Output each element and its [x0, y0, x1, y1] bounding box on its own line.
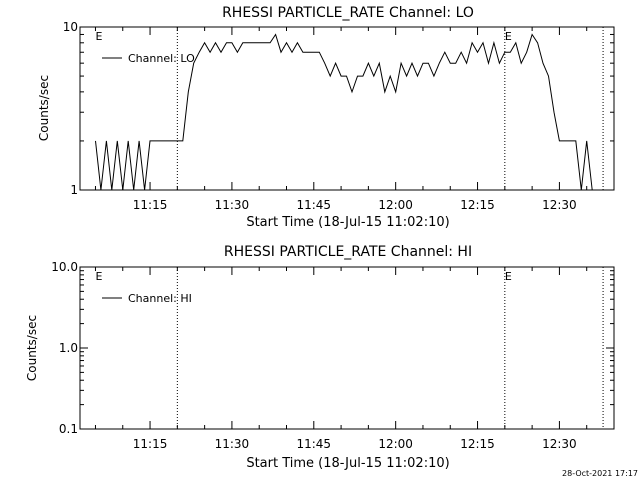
y-tick-label: 10.0 — [51, 260, 78, 274]
panel-hi-title: RHESSI PARTICLE_RATE Channel: HI — [224, 244, 472, 260]
x-tick-label: 12:15 — [460, 437, 495, 451]
y-tick-label: 1 — [70, 183, 78, 197]
panel-lo-reference-lines — [176, 27, 604, 190]
y-tick-label: 10 — [63, 20, 78, 34]
panel-hi: RHESSI PARTICLE_RATE Channel: HI 10.0 1.0… — [25, 244, 615, 471]
panel-hi-reference-lines — [176, 267, 604, 429]
x-tick-label: 11:30 — [215, 198, 250, 212]
x-tick-label: 12:00 — [378, 198, 413, 212]
x-tick-label: 12:30 — [542, 198, 577, 212]
panel-lo-series — [95, 33, 593, 191]
x-tick-label: 12:15 — [460, 198, 495, 212]
event-marker: E — [505, 270, 512, 283]
event-marker: E — [505, 30, 512, 43]
panel-hi-y-axis: 10.0 1.0 0.1 — [51, 260, 614, 436]
panel-hi-x-label: Start Time (18-Jul-15 11:02:10) — [246, 456, 449, 471]
x-tick-label: 11:30 — [215, 437, 250, 451]
panel-lo-x-label: Start Time (18-Jul-15 11:02:10) — [246, 215, 449, 230]
panel-hi-x-axis: 11:15 11:30 11:45 12:00 12:15 12:30 — [94, 267, 588, 451]
panel-lo-legend-label: Channel: LO — [128, 52, 195, 65]
panel-lo-y-axis: 10 1 — [63, 20, 614, 197]
x-tick-label: 12:00 — [378, 437, 413, 451]
panel-lo: RHESSI PARTICLE_RATE Channel: LO 10 1 11:… — [37, 5, 615, 230]
y-tick-label: 1.0 — [59, 341, 78, 355]
panel-lo-x-axis: 11:15 11:30 11:45 12:00 12:15 12:30 — [94, 27, 588, 212]
panel-hi-y-label: Counts/sec — [25, 315, 39, 381]
x-tick-label: 11:45 — [296, 437, 331, 451]
x-tick-label: 11:15 — [133, 437, 168, 451]
panel-hi-legend-label: Channel: HI — [128, 292, 192, 305]
x-tick-label: 11:45 — [296, 198, 331, 212]
x-tick-label: 12:30 — [542, 437, 577, 451]
x-tick-label: 11:15 — [133, 198, 168, 212]
series-line — [95, 33, 593, 191]
y-tick-label: 0.1 — [59, 422, 78, 436]
panel-lo-plot-frame — [79, 26, 615, 191]
event-marker: E — [95, 270, 102, 283]
event-marker: E — [95, 30, 102, 43]
panel-lo-y-label: Counts/sec — [37, 75, 51, 141]
footer-timestamp: 28-Oct-2021 17:17 — [562, 469, 638, 478]
panel-lo-title: RHESSI PARTICLE_RATE Channel: LO — [222, 5, 474, 21]
